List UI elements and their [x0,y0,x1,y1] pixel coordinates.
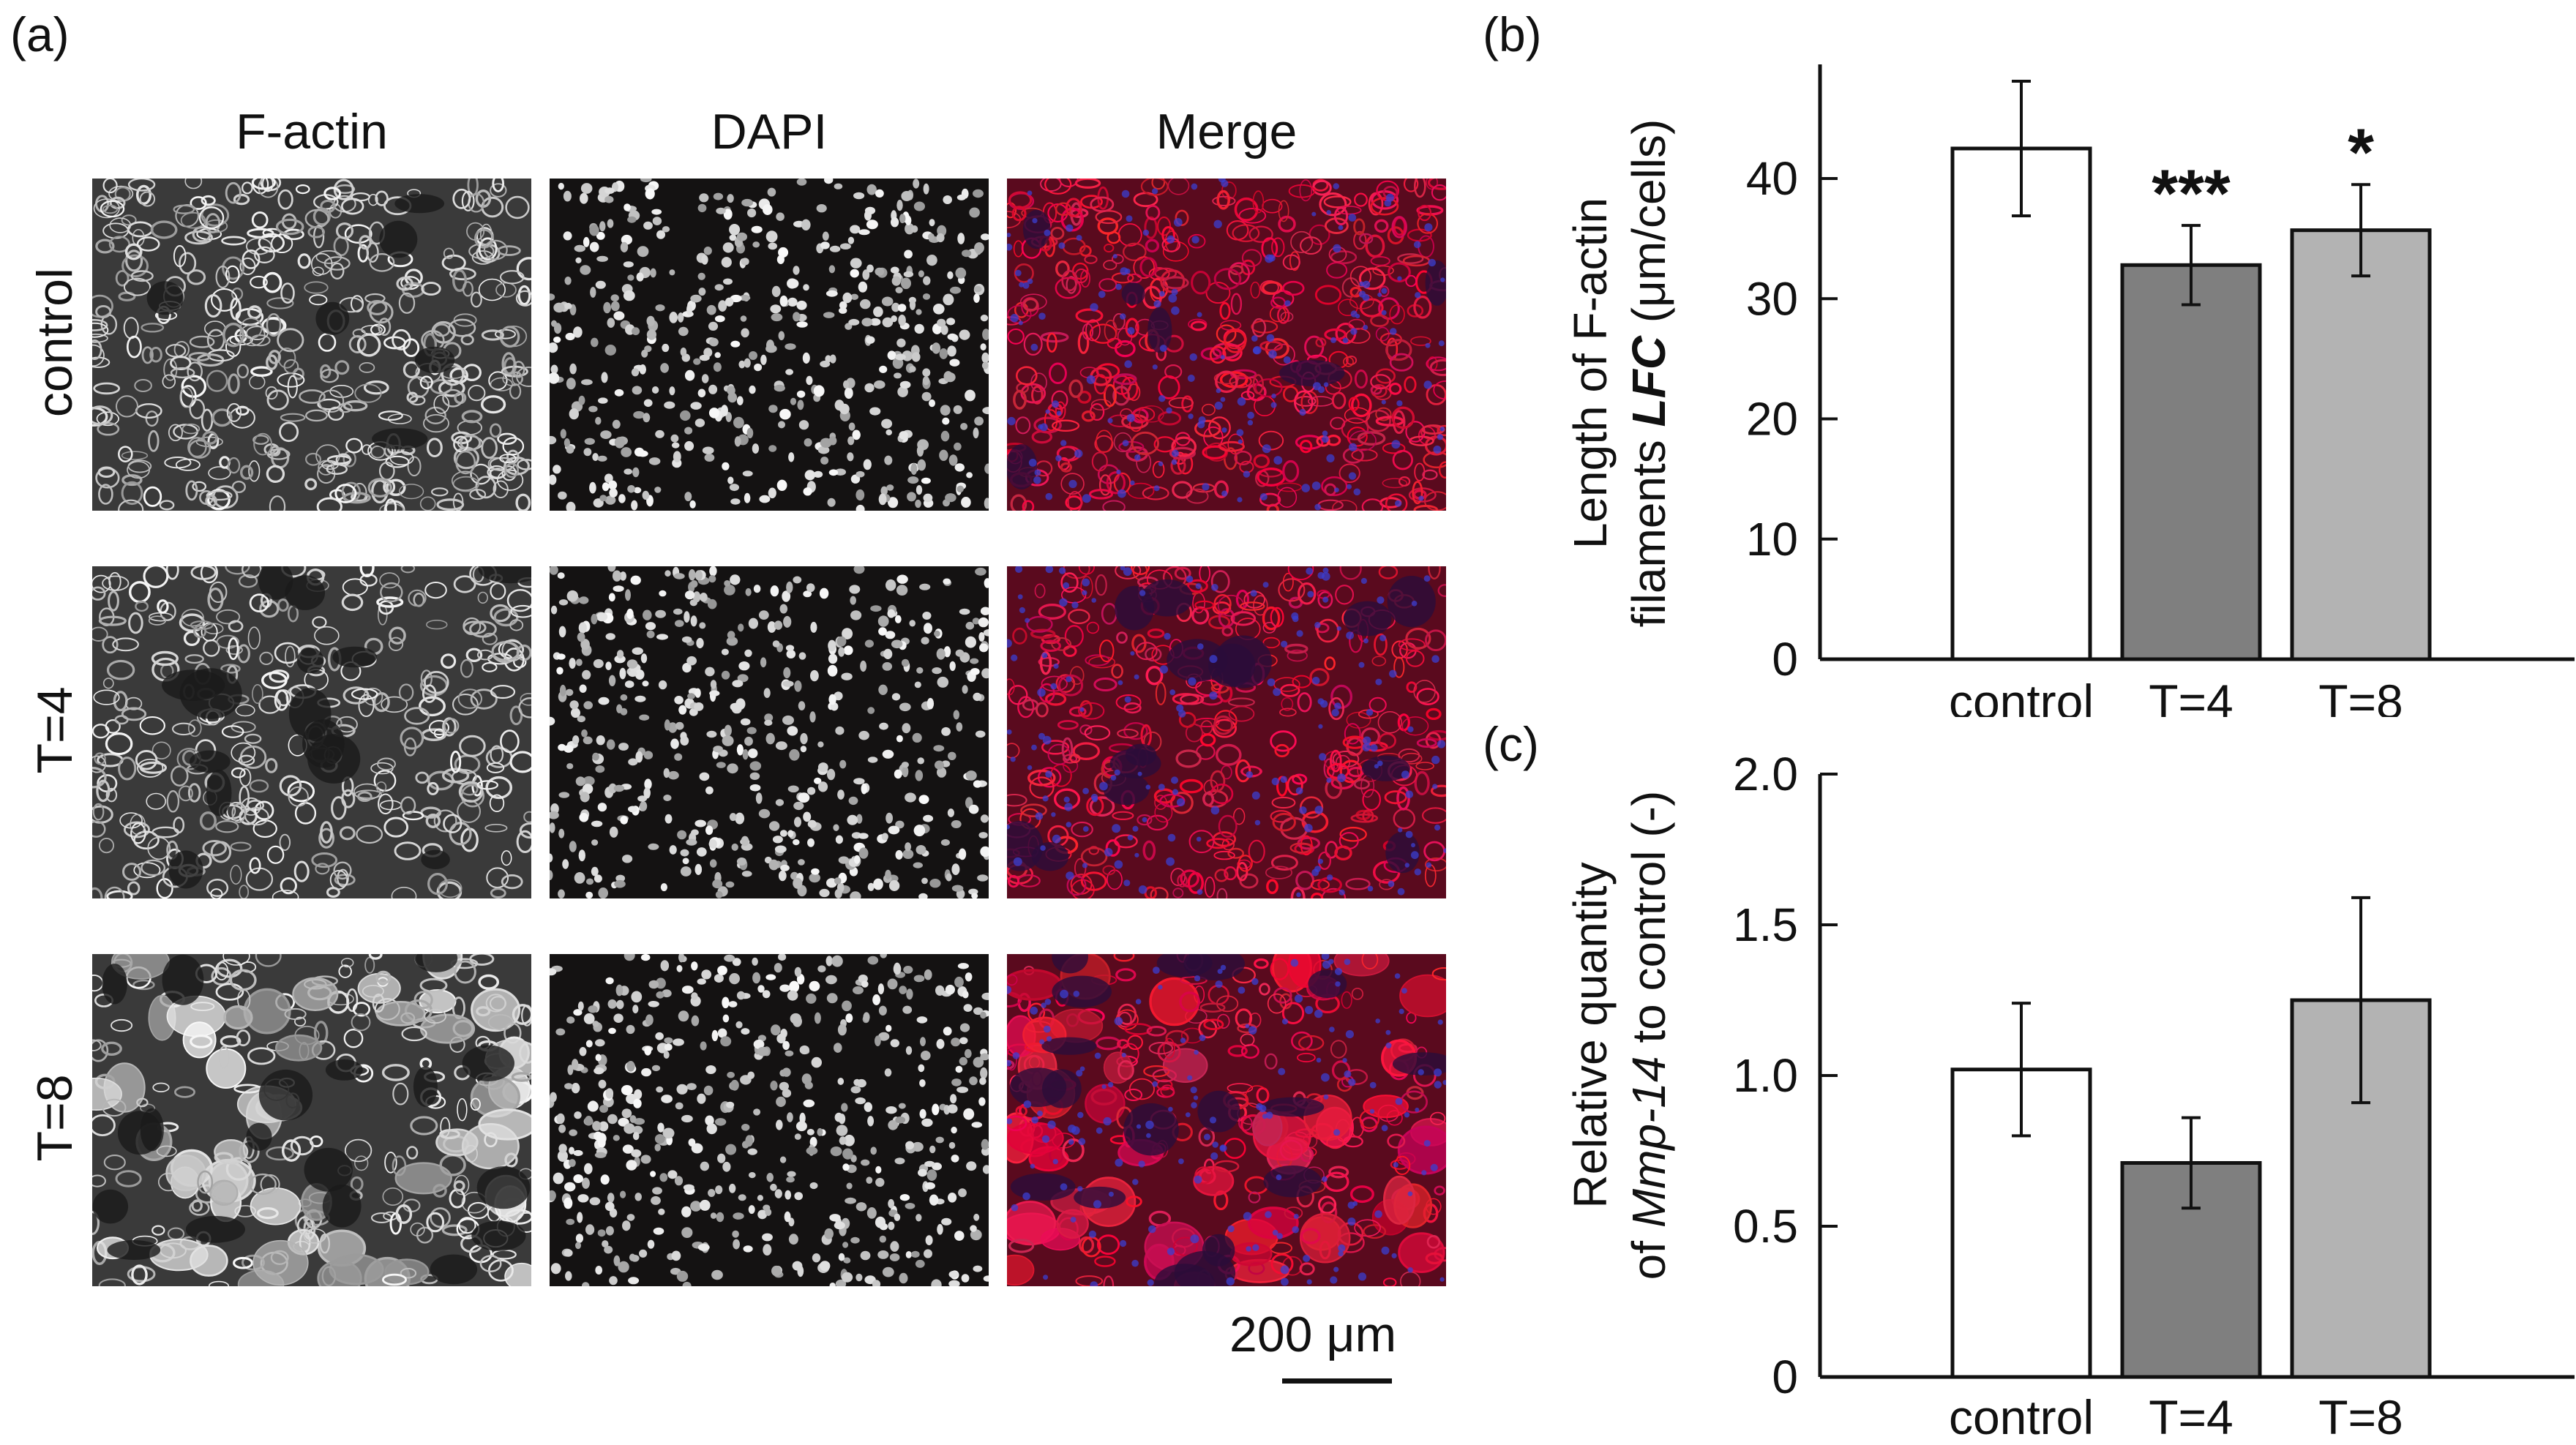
column-header-dapi: DAPI [711,104,828,159]
chart-c: (c) 0 0.5 1.0 1.5 2.0 control T=4 T=8 Relative … [1483,717,2575,1444]
chart-b-significance-marker: *** [2152,157,2231,231]
chart-c-ytick-label: 1.5 [1733,898,1798,951]
micrograph-factin-t8 [92,954,531,1286]
chart-b-ylabel-line1: Length of F-actin [1564,198,1617,549]
chart-b-category-label: T=8 [2318,675,2403,717]
chart-b-category-label: control [1949,675,2094,717]
micrograph-merge-control [1007,179,1446,511]
panel-c-label: (c) [1483,717,1539,771]
row-label-control: control [27,267,83,418]
panel-b-label: (b) [1483,7,1542,61]
chart-b-ylabel-line2: filaments LFC (μm/cells) [1622,119,1675,628]
scale-bar-label: 200 μm [1229,1307,1397,1362]
chart-c-ytick-label: 0.5 [1733,1200,1798,1253]
row-label-t8: T=8 [27,1074,83,1162]
micrograph-merge-t4 [1007,566,1446,898]
chart-b-ytick-label: 30 [1746,272,1798,325]
chart-b-bar-control [1950,146,2092,661]
chart-b-bar-t4 [2120,263,2262,661]
scale-bar [1282,1378,1392,1384]
chart-c-category-label: T=8 [2318,1390,2403,1444]
chart-b: (b) 0 10 20 30 40 control *** T=4 * T=8 Length of… [1483,7,2575,717]
micrograph-dapi-t4 [550,566,989,898]
chart-c-ytick-label: 0 [1772,1351,1798,1403]
micrograph-merge-t8 [1007,954,1446,1286]
chart-c-ytick-label: 2.0 [1733,748,1798,800]
chart-b-category-label: T=4 [2149,675,2234,717]
micrograph-factin-t4 [92,566,531,898]
chart-c-ytick-label: 1.0 [1733,1049,1798,1102]
row-label-t4: T=4 [27,686,83,774]
micrograph-dapi-t8 [550,954,989,1286]
micrograph-factin-control [92,179,531,511]
column-header-merge: Merge [1156,104,1298,159]
chart-c-category-label: control [1949,1390,2094,1444]
chart-b-significance-marker: * [2348,116,2374,190]
chart-c-ylabel-line2: of Mmp-14 to control (-) [1622,791,1675,1280]
chart-b-ytick-label: 0 [1772,633,1798,686]
chart-b-ytick-label: 20 [1746,393,1798,446]
micrograph-dapi-control [550,179,989,511]
column-header-factin: F-actin [236,104,388,159]
chart-b-ytick-label: 40 [1746,152,1798,205]
chart-b-bar-t8 [2290,228,2432,661]
chart-b-ytick-label: 10 [1746,513,1798,566]
chart-c-ylabel-line1: Relative quantity [1564,862,1617,1208]
chart-c-category-label: T=4 [2149,1390,2234,1444]
panel-a-label: (a) [10,7,70,61]
chart-c-bar-control [1950,1067,2092,1379]
